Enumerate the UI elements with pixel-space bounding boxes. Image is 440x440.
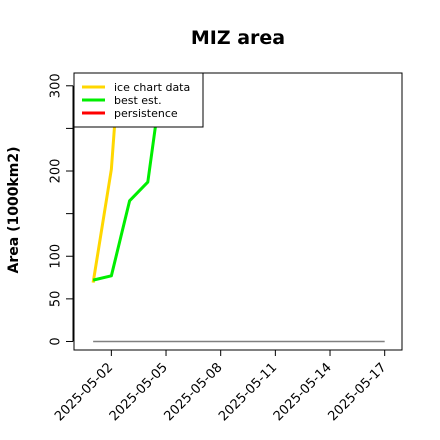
legend-entry-label: ice chart data (114, 81, 190, 94)
x-tick-label: 2025-05-17 (325, 360, 389, 424)
y-tick-label: 300 (49, 73, 64, 98)
series-layer (91, 115, 385, 343)
y-tick-label: 50 (49, 291, 64, 308)
y-axis-label: Area (1000km2) (6, 147, 22, 274)
series-line-ice-chart-data (91, 119, 117, 283)
chart-title: MIZ area (191, 27, 285, 49)
series-line-best-est- (92, 115, 159, 282)
y-tick-label: 0 (49, 337, 64, 345)
legend-entry-label: best est. (114, 94, 162, 107)
legend-entry-label: persistence (114, 107, 178, 120)
y-tick-label: 200 (49, 159, 64, 184)
y-tick-label: 100 (49, 244, 64, 269)
